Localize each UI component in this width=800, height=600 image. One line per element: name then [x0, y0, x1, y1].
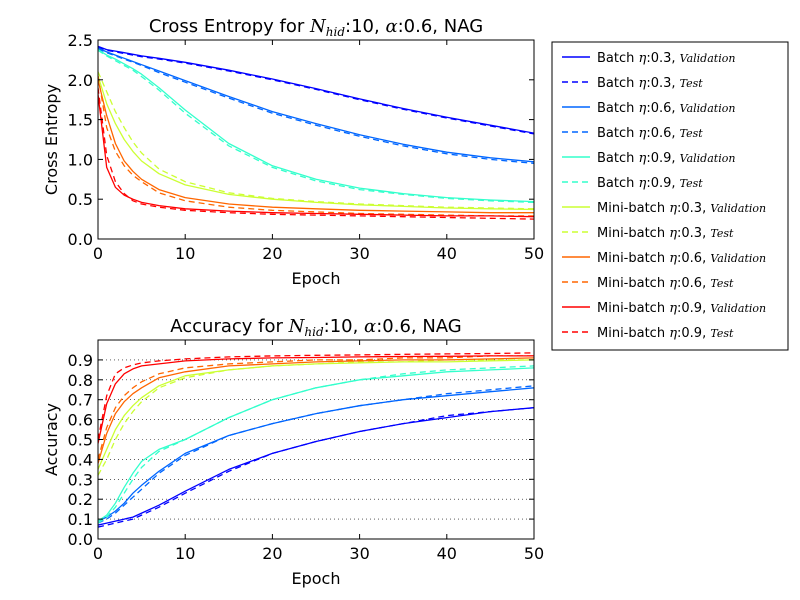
- ce-axes-frame: [97, 39, 535, 240]
- acc-xtick-label: 30: [349, 544, 369, 563]
- ce-xtick-label: 50: [524, 244, 544, 263]
- legend-label: Mini-batch η:0.6, Test: [597, 276, 734, 291]
- acc-ytick-label: 0.5: [68, 431, 93, 450]
- legend-item: Mini-batch η:0.9, Test: [562, 326, 734, 341]
- ce-series-line: [98, 47, 534, 163]
- legend-label: Mini-batch η:0.3, Validation: [597, 201, 766, 216]
- ce-series-line: [98, 87, 534, 220]
- legend-label: Batch η:0.6, Validation: [597, 101, 735, 116]
- ce-xtick-label: 40: [437, 244, 457, 263]
- acc-ytick-label: 0.3: [68, 470, 93, 489]
- legend-item: Batch η:0.9, Test: [562, 176, 703, 191]
- acc-xtick-label: 10: [175, 544, 195, 563]
- legend-label: Batch η:0.6, Test: [597, 126, 703, 141]
- acc-xlabel: Epoch: [292, 569, 341, 588]
- ce-ylabel: Cross Entropy: [42, 84, 61, 195]
- legend-label: Batch η:0.9, Test: [597, 176, 703, 191]
- ce-ytick-label: 1.5: [68, 111, 93, 130]
- acc-series-line: [98, 407, 534, 526]
- ce-series-line: [98, 45, 534, 134]
- acc-xtick-label: 40: [437, 544, 457, 563]
- ce-title: Cross Entropy for Nhid:10, α:0.6, NAG: [149, 16, 483, 39]
- legend-label: Mini-batch η:0.3, Test: [597, 226, 734, 241]
- legend-item: Batch η:0.3, Validation: [562, 51, 735, 66]
- ce-series-line: [98, 71, 534, 210]
- legend-item: Batch η:0.6, Validation: [562, 101, 735, 116]
- ce-ytick-label: 0.0: [68, 230, 93, 249]
- acc-ytick-label: 0.7: [68, 391, 93, 410]
- acc-series-line: [98, 357, 534, 464]
- ce-ytick-label: 2.5: [68, 31, 93, 50]
- acc-series-line: [98, 355, 534, 460]
- acc-xtick-label: 20: [262, 544, 282, 563]
- acc-ytick-label: 0.4: [68, 450, 93, 469]
- legend-item: Batch η:0.6, Test: [562, 126, 703, 141]
- acc-series-line: [98, 407, 534, 528]
- ce-xlabel: Epoch: [292, 269, 341, 288]
- ce-xtick-label: 20: [262, 244, 282, 263]
- ce-series-line: [98, 79, 534, 214]
- ce-series-group: [98, 45, 534, 220]
- acc-title: Accuracy for Nhid:10, α:0.6, NAG: [170, 316, 462, 339]
- acc-series-line: [98, 367, 534, 522]
- acc-series-line: [98, 387, 534, 522]
- acc-ytick-label: 0.9: [68, 351, 93, 370]
- acc-axes-frame: [97, 339, 535, 540]
- legend-label: Mini-batch η:0.9, Validation: [597, 301, 766, 316]
- acc-ytick-label: 0.0: [68, 530, 93, 549]
- ce-series-line: [98, 49, 534, 203]
- ce-series-line: [98, 48, 534, 165]
- acc-series-line: [98, 359, 534, 470]
- legend: Batch η:0.3, Validation Batch η:0.3, Test…: [551, 41, 789, 351]
- acc-series-group: [98, 352, 534, 528]
- acc-ytick-label: 0.8: [68, 371, 93, 390]
- legend-label: Batch η:0.3, Validation: [597, 51, 735, 66]
- acc-ylabel: Accuracy: [42, 403, 61, 476]
- cross-entropy-plot: 0 10 20 30 40 50 0.0 0.5 1.0 1.5 2.0 2.5 Epoch Cross …: [42, 16, 544, 288]
- acc-series-line: [98, 352, 534, 440]
- legend-item: Batch η:0.3, Test: [562, 76, 703, 91]
- ce-xtick-label: 0: [93, 244, 103, 263]
- ce-series-line: [98, 94, 534, 218]
- ce-ytick-label: 1.0: [68, 150, 93, 169]
- acc-ytick-label: 0.6: [68, 411, 93, 430]
- ce-ytick-label: 0.5: [68, 190, 93, 209]
- acc-series-line: [98, 355, 534, 444]
- acc-xtick-label: 50: [524, 544, 544, 563]
- acc-xtick-label: 0: [93, 544, 103, 563]
- legend-label: Batch η:0.3, Test: [597, 76, 703, 91]
- acc-series-line: [98, 365, 534, 524]
- legend-item: Mini-batch η:0.3, Test: [562, 226, 734, 241]
- acc-series-line: [98, 385, 534, 524]
- ce-series-line: [98, 75, 534, 217]
- ce-series-line: [98, 46, 534, 135]
- ce-xtick-label: 30: [349, 244, 369, 263]
- ce-ytick-label: 2.0: [68, 71, 93, 90]
- ce-xtick-label: 10: [175, 244, 195, 263]
- legend-item: Mini-batch η:0.9, Validation: [562, 301, 766, 316]
- legend-item: Mini-batch η:0.6, Test: [562, 276, 734, 291]
- acc-ytick-label: 0.1: [68, 510, 93, 529]
- acc-ytick-label: 0.2: [68, 490, 93, 509]
- accuracy-plot: 0 10 20 30 40 50 0.00.10.20.30.40.50.60.70.80.…: [42, 316, 544, 588]
- ce-series-line: [98, 75, 534, 211]
- legend-label: Batch η:0.9, Validation: [597, 151, 735, 166]
- legend-label: Mini-batch η:0.9, Test: [597, 326, 734, 341]
- legend-item: Mini-batch η:0.6, Validation: [562, 251, 766, 266]
- ce-series-line: [98, 49, 534, 204]
- legend-item: Batch η:0.9, Validation: [562, 151, 735, 166]
- legend-label: Mini-batch η:0.6, Validation: [597, 251, 766, 266]
- legend-item: Mini-batch η:0.3, Validation: [562, 201, 766, 216]
- legend-box: [551, 41, 789, 351]
